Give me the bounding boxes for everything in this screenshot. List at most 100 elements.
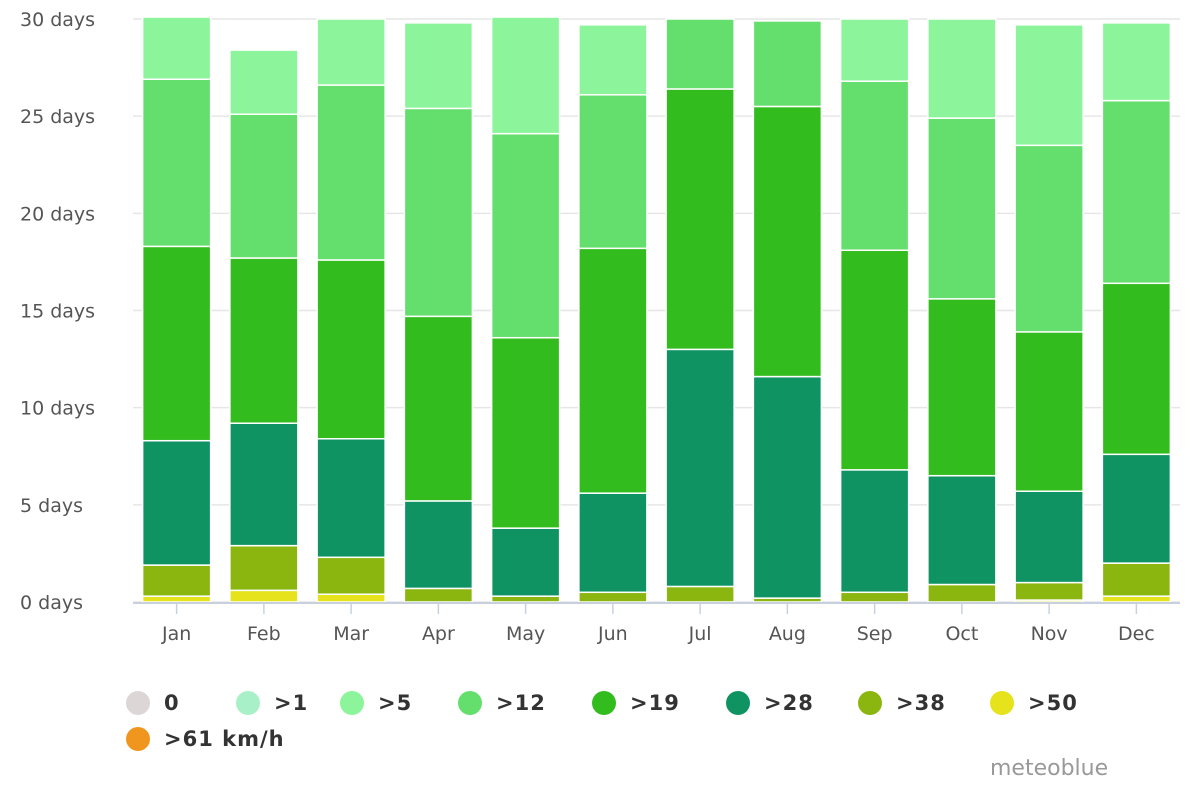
x-tick-label: Jul: [688, 623, 712, 645]
credit-text: meteoblue: [990, 756, 1109, 781]
bar-segment: [229, 544, 299, 592]
legend-label: >28: [764, 691, 814, 715]
bar-segment: [316, 556, 386, 595]
y-tick-label: 20 days: [20, 203, 95, 225]
bar-segment: [1101, 562, 1172, 597]
bar-segment: [1101, 453, 1172, 564]
chart-area: 0 days 5 days 10 days 15 days 20 days 25 days…: [20, 9, 1180, 645]
bar-segment: [927, 298, 997, 477]
bar-segment: [490, 527, 561, 597]
bar-segment: [316, 438, 386, 559]
bars: [141, 16, 1172, 603]
bar-segment: [578, 492, 648, 594]
y-tick-label: 15 days: [20, 301, 95, 323]
x-tick-label: Jun: [597, 623, 628, 645]
bar-segment: [1014, 144, 1084, 333]
x-tick-label: Oct: [945, 623, 978, 645]
bar-segment: [927, 583, 997, 603]
bar-segment: [141, 439, 212, 566]
legend-item[interactable]: >38: [858, 688, 946, 718]
y-tick-label: 10 days: [20, 398, 95, 420]
x-tick-label: Jan: [161, 623, 191, 645]
bar-segment: [1014, 24, 1084, 147]
bar-segment: [490, 132, 561, 339]
bar-segment: [490, 595, 561, 603]
x-tick-label: Aug: [769, 623, 806, 645]
bar-segment: [1101, 595, 1172, 603]
bar-segment: [578, 591, 648, 603]
bar-segment: [141, 564, 212, 597]
legend-label: >5: [378, 691, 413, 715]
bar-segment: [403, 315, 474, 502]
x-tick-label: Nov: [1031, 623, 1068, 645]
legend-color-dot-icon: [990, 691, 1014, 715]
bar-segment: [229, 589, 299, 603]
legend-color-dot-icon: [236, 691, 260, 715]
legend-item[interactable]: >12: [458, 688, 546, 718]
x-tick-label: Apr: [422, 623, 455, 645]
y-axis-labels: 0 days 5 days 10 days 15 days 20 days 25 days…: [20, 9, 95, 614]
legend-color-dot-icon: [858, 691, 882, 715]
x-tick-label: Sep: [857, 623, 893, 645]
bar-segment: [141, 245, 212, 442]
bar-segment: [403, 587, 474, 603]
legend-item[interactable]: >1: [236, 688, 308, 718]
x-tick-label: May: [506, 623, 545, 645]
legend-item[interactable]: >61 km/h: [126, 724, 285, 754]
bar-segment: [490, 336, 561, 529]
bar-segment: [490, 16, 561, 135]
bar-segment: [839, 249, 910, 471]
legend-color-dot-icon: [340, 691, 364, 715]
bar-segment: [1014, 490, 1084, 584]
bar-segment: [229, 49, 299, 115]
legend-color-dot-icon: [726, 691, 750, 715]
bar-segment: [229, 113, 299, 259]
legend-item[interactable]: 0: [126, 688, 180, 718]
bar-segment: [316, 84, 386, 261]
legend-color-dot-icon: [126, 691, 150, 715]
y-tick-label: 30 days: [20, 9, 95, 31]
legend-item[interactable]: >5: [340, 688, 412, 718]
bar-segment: [578, 247, 648, 494]
bar-segment: [316, 259, 386, 440]
y-tick-label: 0 days: [20, 592, 83, 614]
x-tick-label: Feb: [247, 623, 281, 645]
bar-segment: [141, 16, 212, 80]
bar-segment: [1101, 99, 1172, 285]
bar-segment: [1014, 581, 1084, 601]
bar-segment: [752, 375, 823, 599]
legend-item[interactable]: >19: [592, 688, 680, 718]
legend-color-dot-icon: [592, 691, 616, 715]
legend-label: >12: [496, 691, 546, 715]
legend-item[interactable]: >28: [726, 688, 814, 718]
legend-label: >1: [274, 691, 309, 715]
bar-segment: [927, 117, 997, 300]
legend-label: 0: [164, 691, 180, 715]
gridlines: [133, 18, 1180, 603]
bar-segment: [665, 18, 735, 90]
bar-segment: [316, 593, 386, 603]
bar-segment: [839, 591, 910, 603]
bar-segment: [578, 94, 648, 250]
bar-segment: [839, 18, 910, 82]
legend-label: >38: [896, 691, 946, 715]
bar-segment: [752, 20, 823, 108]
legend-label: >61 km/h: [164, 727, 285, 751]
legend-label: >50: [1028, 691, 1078, 715]
y-tick-label: 25 days: [20, 106, 95, 128]
bar-segment: [578, 24, 648, 96]
bar-segment: [403, 500, 474, 590]
bar-segment: [927, 18, 997, 119]
bar-segment: [752, 105, 823, 378]
bar-segment: [665, 88, 735, 351]
bar-segment: [927, 474, 997, 586]
bar-segment: [839, 80, 910, 252]
legend-label: >19: [630, 691, 680, 715]
bar-segment: [839, 469, 910, 594]
x-axis: Jan Feb Mar Apr May Jun Jul Aug Sep Oct Nov Dec: [133, 602, 1180, 645]
bar-segment: [229, 257, 299, 424]
bar-segment: [665, 585, 735, 603]
x-tick-label: Mar: [333, 623, 369, 645]
legend-color-dot-icon: [126, 727, 150, 751]
legend-item[interactable]: >50: [990, 688, 1078, 718]
